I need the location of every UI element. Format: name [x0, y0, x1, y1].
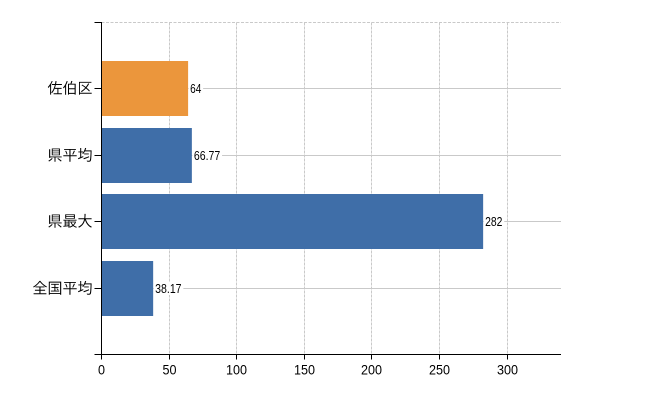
svg-text:200: 200	[361, 362, 382, 378]
svg-text:50: 50	[163, 362, 177, 378]
svg-text:66.77: 66.77	[194, 148, 220, 163]
svg-text:0: 0	[98, 362, 105, 378]
svg-text:100: 100	[226, 362, 247, 378]
svg-text:300: 300	[497, 362, 518, 378]
svg-text:64: 64	[190, 81, 201, 96]
svg-text:282: 282	[485, 214, 502, 229]
svg-text:38.17: 38.17	[155, 281, 181, 296]
svg-text:250: 250	[429, 362, 450, 378]
svg-text:150: 150	[294, 362, 315, 378]
